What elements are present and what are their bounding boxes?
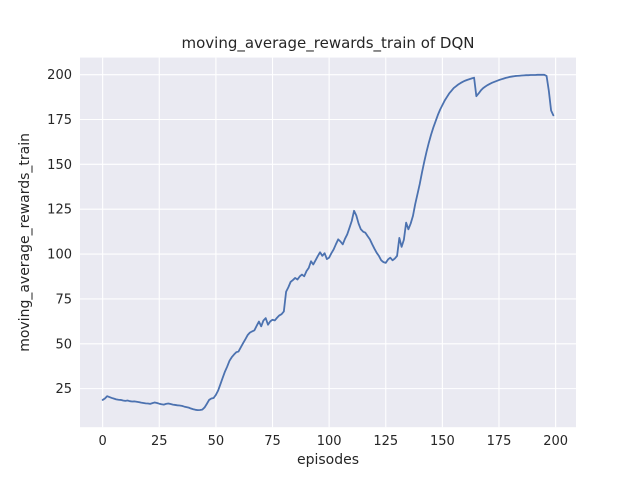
data-layer — [101, 73, 555, 412]
reward-line — [101, 73, 555, 412]
y-tick-label: 100 — [47, 248, 72, 263]
x-tick-label: 0 — [99, 434, 107, 449]
y-tick-label: 150 — [47, 158, 72, 173]
chart-title: moving_average_rewards_train of DQN — [181, 34, 474, 53]
y-axis-label: moving_average_rewards_train — [17, 133, 33, 352]
x-tick-label: 200 — [543, 434, 568, 449]
grid-layer — [80, 57, 576, 428]
y-tick-label: 200 — [47, 68, 72, 83]
x-tick-label: 50 — [208, 434, 225, 449]
y-tick-label: 50 — [55, 337, 72, 352]
x-tick-label: 75 — [264, 434, 281, 449]
y-tick-label: 75 — [55, 292, 72, 307]
y-tick-label: 25 — [55, 382, 72, 397]
y-tick-label: 125 — [47, 203, 72, 218]
x-tick-label: 100 — [317, 434, 342, 449]
x-tick-label: 150 — [430, 434, 455, 449]
y-tick-label: 175 — [47, 113, 72, 128]
plot-area — [80, 57, 576, 428]
x-tick-label: 25 — [151, 434, 168, 449]
x-tick-label: 125 — [373, 434, 398, 449]
y-tick-labels: 25 50 75 100 125 150 175 200 — [47, 68, 72, 397]
x-axis-label: episodes — [297, 452, 359, 468]
x-tick-labels: 0 25 50 75 100 125 150 175 200 — [99, 434, 569, 449]
x-tick-label: 175 — [487, 434, 512, 449]
